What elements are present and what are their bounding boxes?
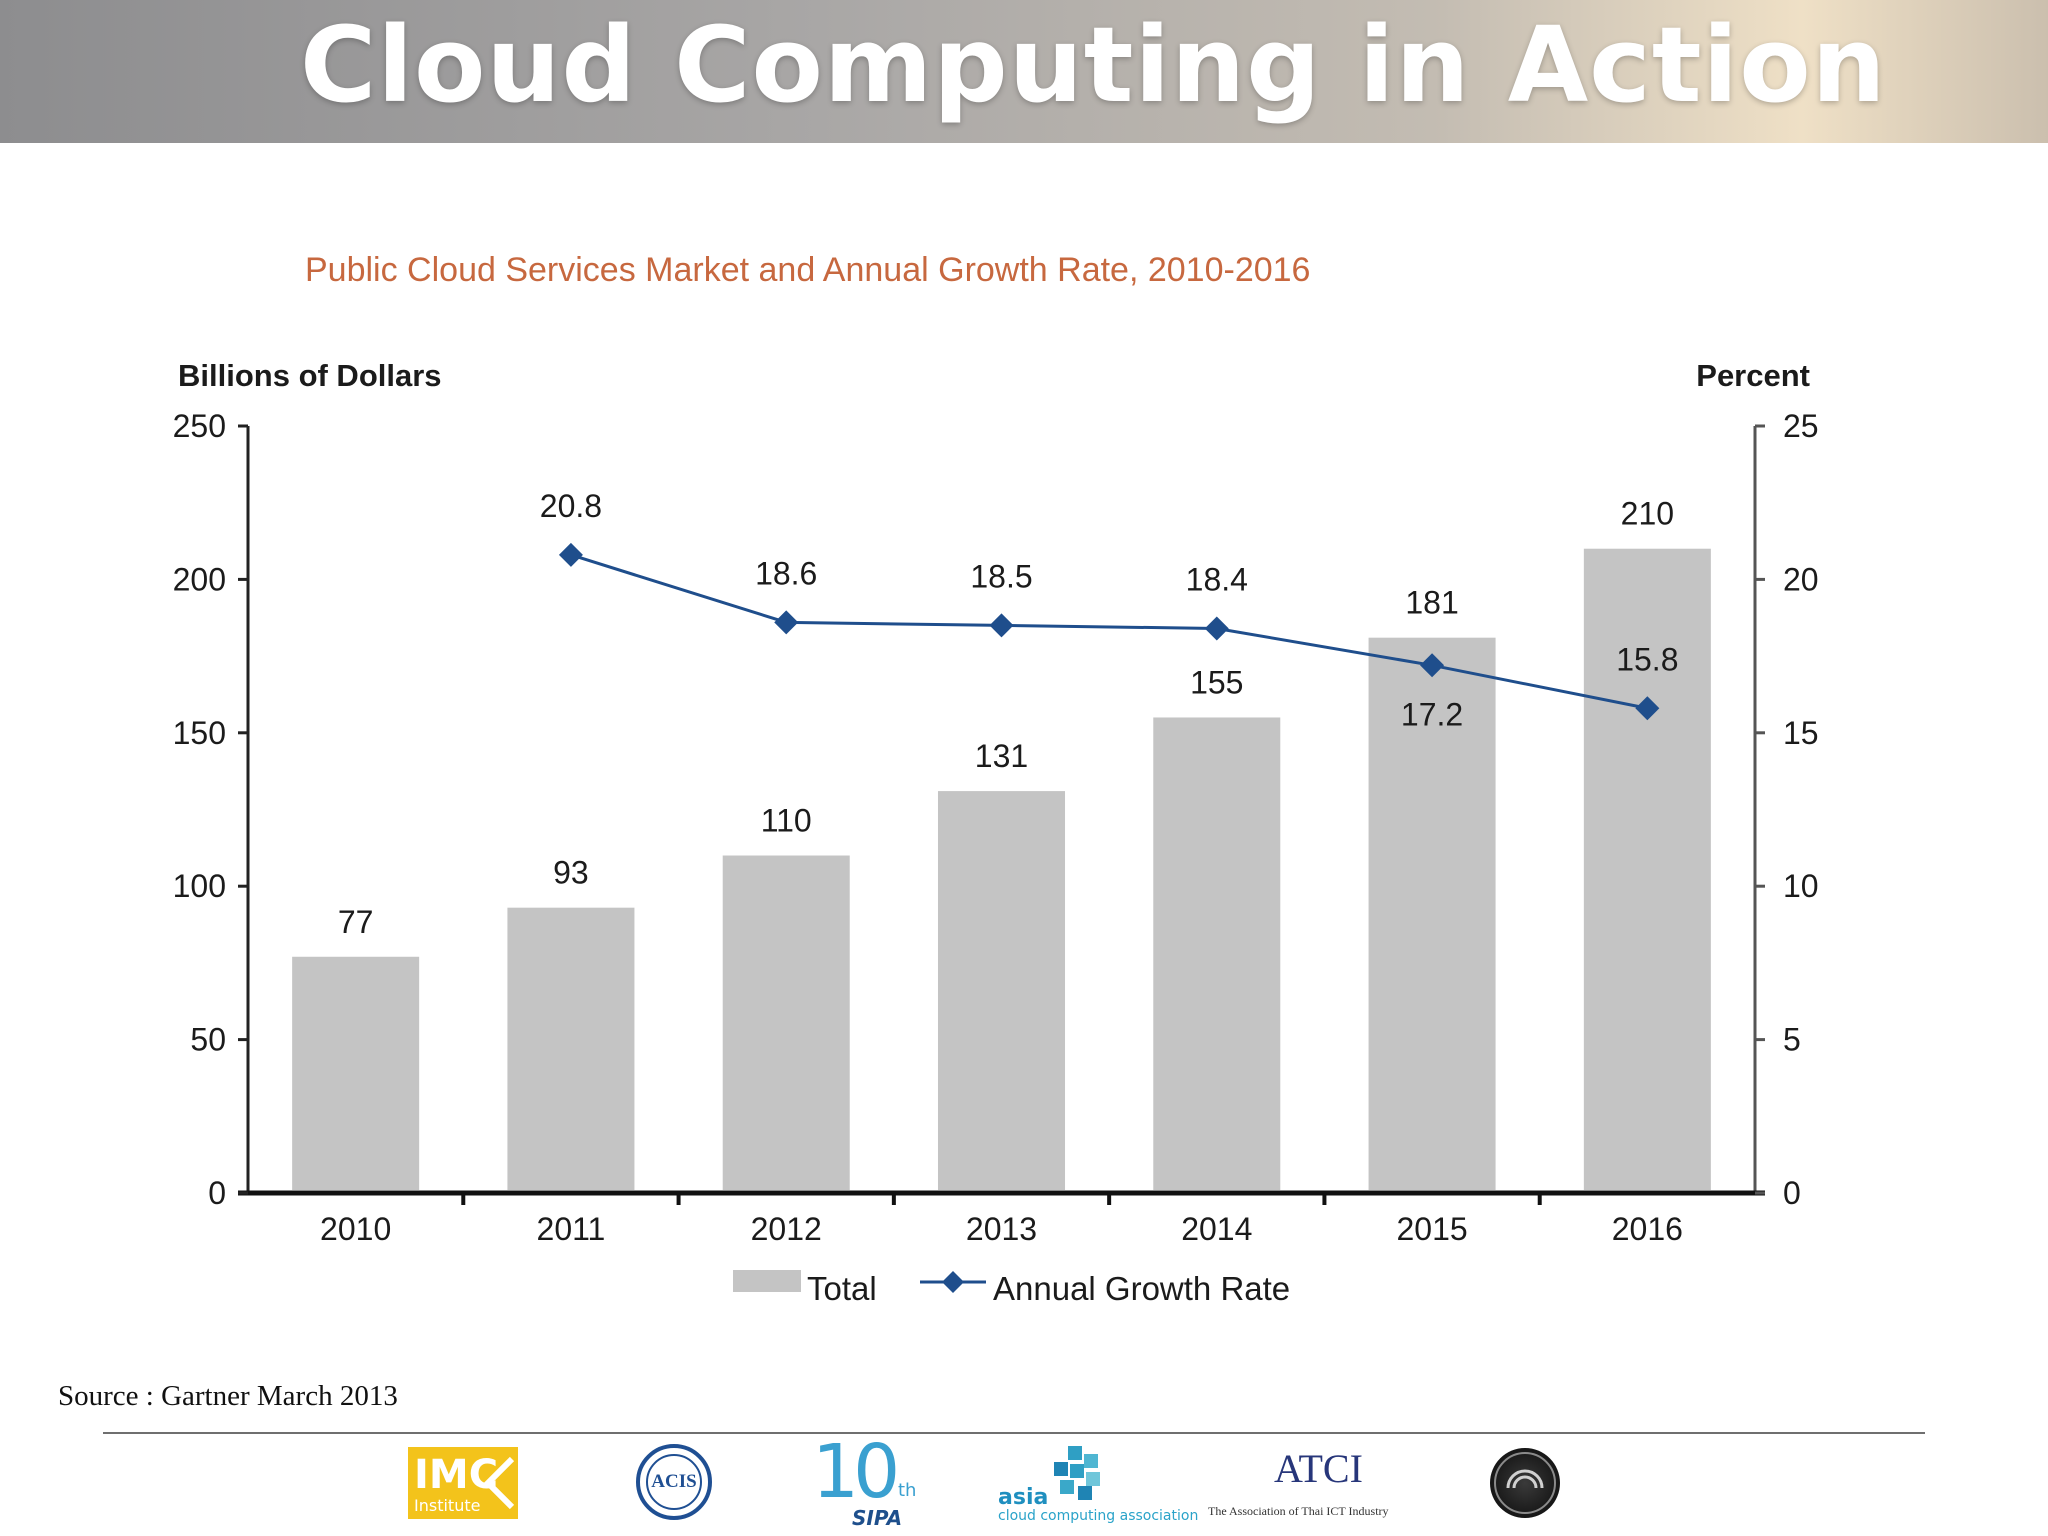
bar-2012 [722, 855, 850, 1190]
acis-logo: ACIS [636, 1444, 712, 1520]
bar-2015 [1368, 637, 1496, 1190]
growth-data-label: 18.6 [755, 555, 817, 591]
y2-axis-label: Percent [1696, 358, 1810, 393]
imc-logo-subtext: Institute [414, 1496, 481, 1515]
asia-cloud-logo: asia cloud computing association [996, 1446, 1198, 1530]
y2-tick-label: 0 [1783, 1175, 1801, 1211]
sipa-logo-name: SIPA [852, 1506, 903, 1530]
sipa-logo: 10 th SIPA [812, 1432, 922, 1530]
y-axis-label: Billions of Dollars [178, 358, 442, 393]
source-note: Source : Gartner March 2013 [58, 1380, 398, 1412]
asia-cloud-squares-icon [1054, 1446, 1100, 1500]
seal-icon [1494, 1452, 1556, 1514]
chart: Public Cloud Services Market and Annual … [173, 251, 1819, 1307]
growth-point-2013 [989, 613, 1014, 638]
asia-logo-subtext: cloud computing association [998, 1508, 1199, 1524]
y2-tick-label: 10 [1783, 868, 1819, 904]
x-tick-label: 2015 [1396, 1211, 1467, 1247]
sipa-logo-ten: 10 [812, 1429, 900, 1515]
footer-divider [103, 1432, 1925, 1434]
bar-data-label: 155 [1190, 664, 1243, 700]
growth-data-label: 15.8 [1616, 641, 1678, 677]
bar-2014 [1153, 717, 1281, 1190]
y2-tick-label: 25 [1783, 408, 1819, 444]
imc-logo-text: IMC [414, 1452, 499, 1498]
bar-data-label: 93 [553, 855, 589, 891]
atci-logo-subtext: The Association of Thai ICT Industry [1208, 1504, 1389, 1518]
chart-title: Public Cloud Services Market and Annual … [305, 251, 1310, 289]
bar-data-label: 77 [338, 904, 374, 940]
growth-point-2012 [774, 610, 799, 635]
title-banner: Cloud Computing in Action [0, 0, 2048, 143]
atci-logo: ATCI The Association of Thai ICT Industr… [1208, 1446, 1428, 1526]
growth-data-label: 20.8 [540, 488, 602, 524]
bar-2013 [937, 791, 1066, 1190]
x-tick-label: 2010 [320, 1211, 391, 1247]
legend-total-label: Total [807, 1270, 877, 1307]
atci-logo-word: ATCI [1274, 1446, 1363, 1491]
bar-data-label: 110 [761, 803, 812, 839]
x-tick-label: 2012 [751, 1211, 822, 1247]
y2-tick-label: 15 [1783, 715, 1819, 751]
bar-data-label: 181 [1405, 585, 1458, 621]
x-tick-label: 2013 [966, 1211, 1037, 1247]
legend-growth-marker [942, 1271, 964, 1293]
page-title: Cloud Computing in Action [300, 4, 1887, 126]
x-tick-label: 2016 [1612, 1211, 1683, 1247]
legend-total-swatch [733, 1270, 801, 1292]
growth-data-label: 18.5 [970, 558, 1032, 594]
council-seal-logo [1490, 1448, 1560, 1518]
bar-2010 [292, 956, 420, 1190]
bar-2011 [507, 907, 635, 1190]
imc-arrow-icon [483, 1456, 515, 1510]
y2-tick-label: 5 [1783, 1022, 1801, 1058]
y-tick-label: 250 [173, 408, 226, 444]
growth-point-2011 [558, 542, 583, 567]
imc-institute-logo: IMC Institute [408, 1447, 518, 1519]
bar-2016 [1583, 548, 1711, 1190]
growth-rate-line [570, 553, 1648, 710]
bar-data-label: 210 [1621, 496, 1674, 532]
y-tick-label: 150 [173, 715, 226, 751]
y2-tick-label: 20 [1783, 561, 1819, 597]
bar-data-label: 131 [975, 738, 1028, 774]
legend-growth-label: Annual Growth Rate [993, 1270, 1290, 1307]
sipa-logo-th: th [898, 1480, 917, 1501]
growth-point-2015 [1420, 653, 1445, 678]
growth-data-label: 18.4 [1186, 561, 1248, 597]
y-tick-label: 0 [208, 1175, 226, 1211]
x-tick-label: 2014 [1181, 1211, 1252, 1247]
acis-logo-text: ACIS [646, 1454, 702, 1510]
y-tick-label: 50 [190, 1022, 226, 1058]
x-tick-label: 2011 [537, 1211, 606, 1247]
asia-logo-word: asia [998, 1485, 1049, 1510]
growth-point-2014 [1204, 616, 1229, 641]
growth-point-2016 [1635, 696, 1660, 721]
y-tick-label: 200 [173, 561, 226, 597]
y-tick-label: 100 [173, 868, 226, 904]
growth-data-label: 17.2 [1401, 696, 1463, 732]
